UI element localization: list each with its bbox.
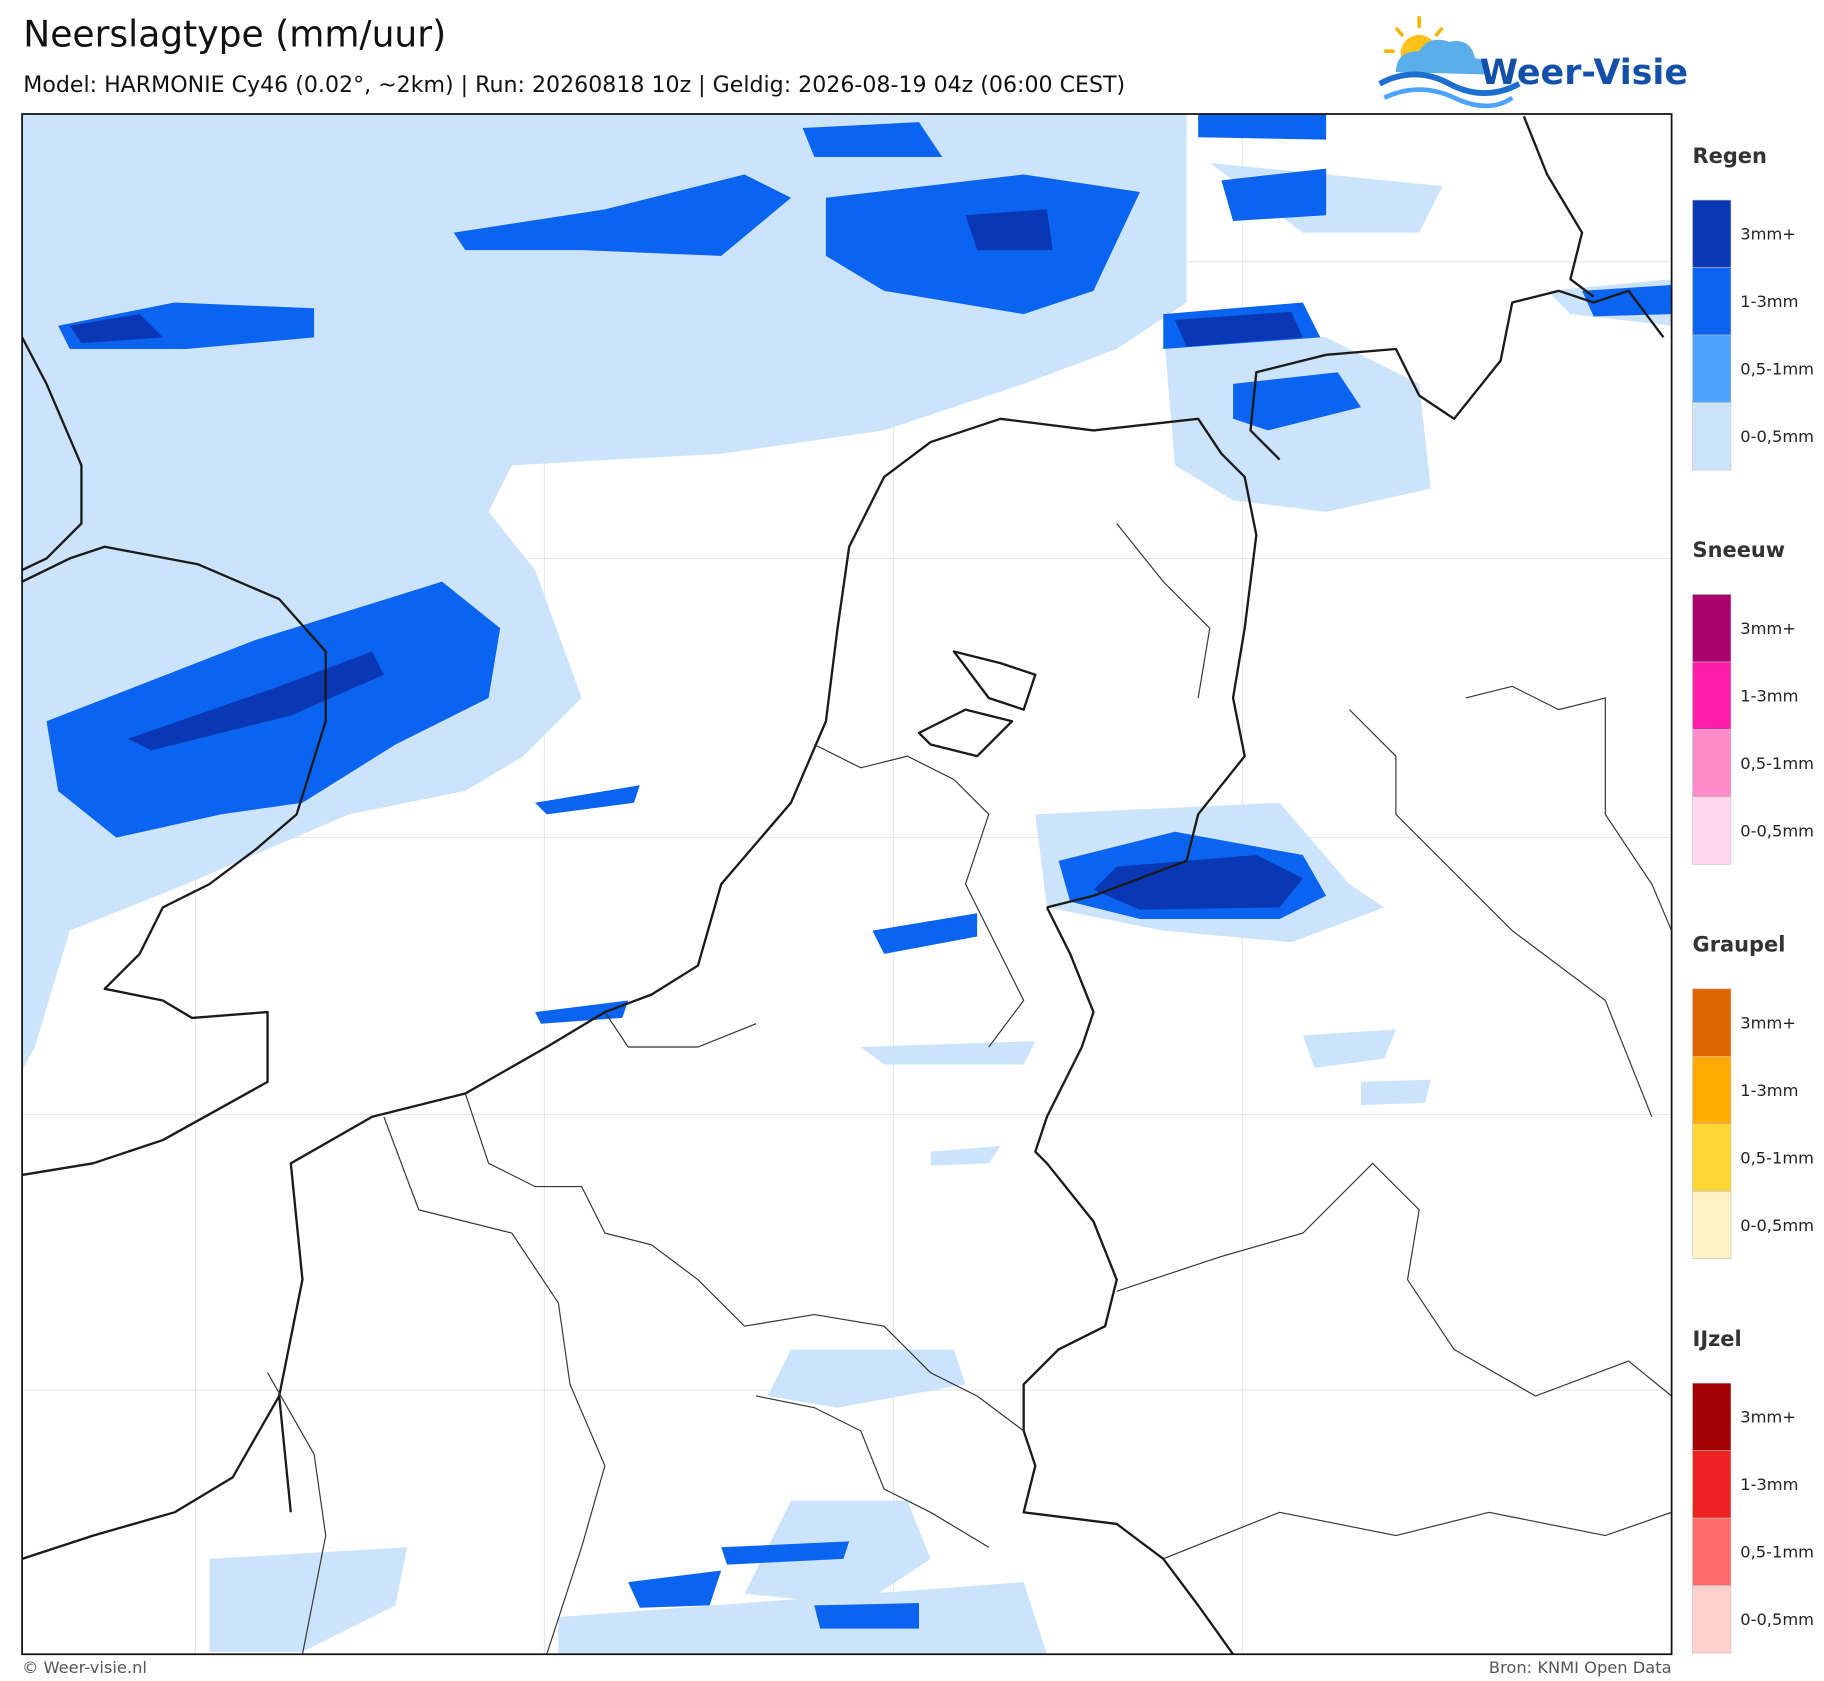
precip-dark bbox=[69, 209, 1303, 910]
legend-swatch bbox=[1692, 1056, 1732, 1125]
footer-left: © Weer-visie.nl bbox=[22, 1658, 147, 1677]
subtitle: Model: HARMONIE Cy46 (0.02°, ~2km) | Run… bbox=[23, 72, 1125, 98]
legend-swatch bbox=[1692, 796, 1732, 865]
borders bbox=[267, 523, 1672, 1655]
title: Neerslagtype (mm/uur) bbox=[23, 14, 446, 56]
legend-label: 0,5-1mm bbox=[1740, 1148, 1814, 1167]
legend-label: 3mm+ bbox=[1740, 1408, 1796, 1427]
legend-label: 1-3mm bbox=[1740, 686, 1798, 705]
legend-swatch bbox=[1692, 402, 1732, 471]
legend-label: 0,5-1mm bbox=[1740, 360, 1814, 379]
legend-label: 1-3mm bbox=[1740, 1081, 1798, 1100]
logo: Weer-Visie bbox=[1378, 16, 1688, 109]
logo-text: Weer-Visie bbox=[1480, 53, 1688, 93]
legend-label: 1-3mm bbox=[1740, 1475, 1798, 1494]
legend-label: 1-3mm bbox=[1740, 292, 1798, 311]
legend-label: 3mm+ bbox=[1740, 225, 1796, 244]
legend-label: 0-0,5mm bbox=[1740, 1216, 1814, 1235]
legend-label: 3mm+ bbox=[1740, 1013, 1796, 1032]
legend-swatch bbox=[1692, 988, 1732, 1057]
legend-section-title: Graupel bbox=[1693, 933, 1786, 957]
map bbox=[21, 113, 1673, 1656]
legend-swatch bbox=[1692, 1450, 1732, 1519]
legend-label: 0-0,5mm bbox=[1740, 1610, 1814, 1629]
legend-swatch bbox=[1692, 199, 1732, 268]
legend-swatch bbox=[1692, 594, 1732, 663]
legend-section-title: IJzel bbox=[1693, 1327, 1742, 1351]
footer-right: Bron: KNMI Open Data bbox=[1489, 1658, 1672, 1677]
legend-swatch bbox=[1692, 267, 1732, 336]
legend-swatch bbox=[1692, 1585, 1732, 1654]
coastline bbox=[22, 115, 1665, 1655]
legend-label: 0-0,5mm bbox=[1740, 427, 1814, 446]
legend-label: 0,5-1mm bbox=[1740, 1543, 1814, 1562]
legend-label: 0,5-1mm bbox=[1740, 754, 1814, 773]
legend-section-title: Regen bbox=[1693, 144, 1767, 168]
legend-swatch bbox=[1692, 1190, 1732, 1260]
legend-label: 3mm+ bbox=[1740, 619, 1796, 638]
legend-section-title: Sneeuw bbox=[1693, 538, 1786, 562]
legend-swatch bbox=[1692, 334, 1732, 403]
legend-label: 0-0,5mm bbox=[1740, 821, 1814, 840]
legend-swatch bbox=[1692, 1517, 1732, 1586]
legend-swatch bbox=[1692, 1382, 1732, 1451]
legend-swatch bbox=[1692, 661, 1732, 730]
legend-swatch bbox=[1692, 1123, 1732, 1192]
legend: Regen 3mm+ 1-3mm 0,5-1mm 0-0,5mm Sneeuw 3mm+ 1-… bbox=[1692, 144, 1814, 1654]
legend-swatch bbox=[1692, 729, 1732, 798]
